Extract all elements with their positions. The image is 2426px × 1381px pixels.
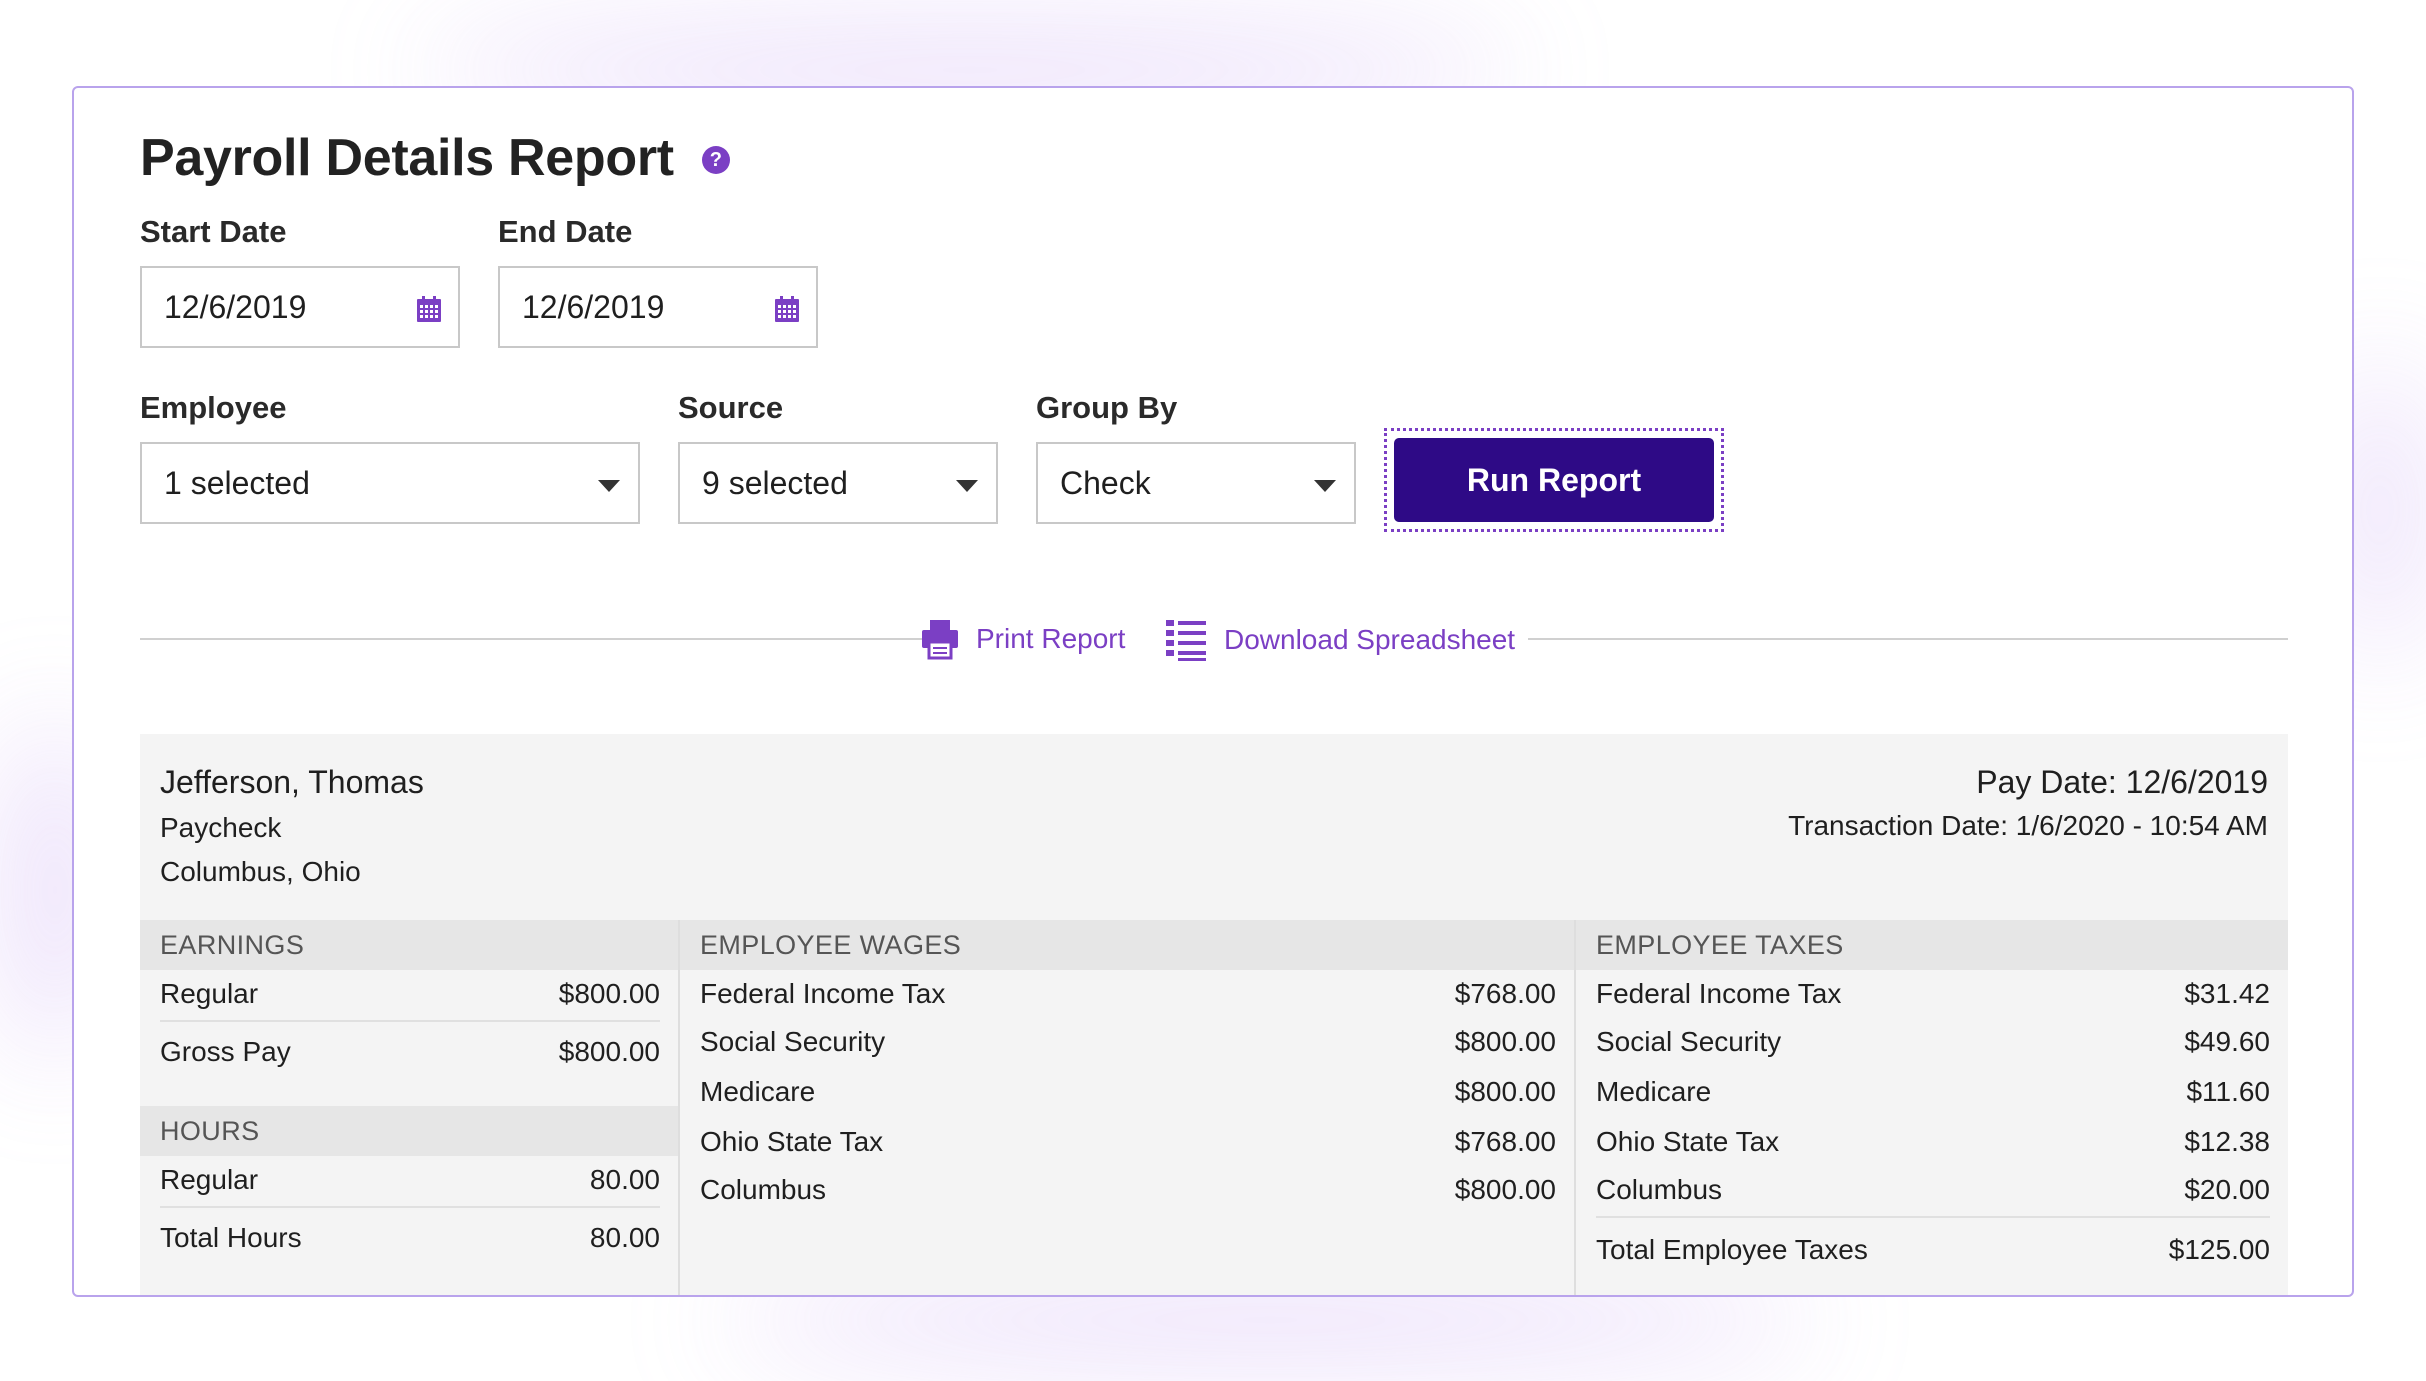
table-row: Gross Pay $800.00 (160, 1036, 660, 1068)
print-report-label: Print Report (976, 623, 1126, 654)
page-title: Payroll Details Report (140, 129, 674, 187)
table-row: Federal Income Tax $31.42 (1596, 978, 2270, 1010)
row-value: $800.00 (558, 1036, 660, 1067)
row-divider (160, 1206, 660, 1208)
row-label: Medicare (700, 1076, 816, 1107)
calendar-icon[interactable] (772, 294, 802, 324)
row-value: $800.00 (1454, 1076, 1556, 1107)
row-value: $12.38 (2184, 1126, 2270, 1157)
employee-select[interactable]: 1 selected (140, 442, 640, 524)
table-row: Regular 80.00 (160, 1164, 660, 1196)
help-icon[interactable]: ? (701, 146, 730, 174)
pay-date: Pay Date: 12/6/2019 (1976, 764, 2268, 800)
start-date-value: 12/6/2019 (164, 288, 307, 325)
row-value: $49.60 (2184, 1026, 2270, 1057)
row-value: 80.00 (589, 1222, 660, 1253)
table-row: Columbus $800.00 (700, 1174, 1556, 1206)
row-label: Ohio State Tax (1596, 1126, 1780, 1157)
end-date-value: 12/6/2019 (522, 288, 665, 325)
source-select-value: 9 selected (702, 464, 848, 501)
total-label: Total Employee Taxes (1596, 1234, 1868, 1265)
row-label: Columbus (700, 1174, 827, 1205)
table-row: Total Hours 80.00 (160, 1222, 660, 1254)
wages-column: EMPLOYEE WAGES Federal Income Tax $768.0… (678, 920, 1574, 1295)
transaction-date: Transaction Date: 1/6/2020 - 10:54 AM (1788, 810, 2268, 841)
row-value: $800.00 (558, 978, 660, 1009)
table-row: Social Security $49.60 (1596, 1026, 2270, 1058)
start-date-label: Start Date (140, 214, 287, 249)
row-label: Total Hours (160, 1222, 302, 1253)
calendar-icon[interactable] (414, 294, 444, 324)
employee-label: Employee (140, 390, 287, 425)
taxes-heading: EMPLOYEE TAXES (1576, 920, 2288, 970)
table-row: Medicare $11.60 (1596, 1076, 2270, 1108)
row-label: Federal Income Tax (1596, 978, 1842, 1009)
earnings-column: EARNINGS Regular $800.00 Gross Pay $800.… (140, 920, 678, 1295)
total-value: $125.00 (2168, 1234, 2270, 1265)
row-value: $800.00 (1454, 1174, 1556, 1205)
title-row: Payroll Details Report ? (140, 128, 730, 188)
table-row: Regular $800.00 (160, 978, 660, 1010)
table-row: Ohio State Tax $768.00 (700, 1126, 1556, 1158)
row-label: Ohio State Tax (700, 1126, 884, 1157)
download-spreadsheet-label: Download Spreadsheet (1224, 624, 1516, 655)
taxes-column: EMPLOYEE TAXES Federal Income Tax $31.42… (1574, 920, 2288, 1295)
download-spreadsheet-link[interactable]: Download Spreadsheet (1164, 618, 1515, 662)
spreadsheet-icon (1166, 620, 1206, 661)
row-value: $800.00 (1454, 1026, 1556, 1057)
table-row: Columbus $20.00 (1596, 1174, 2270, 1206)
row-divider (1596, 1216, 2270, 1218)
row-label: Columbus (1596, 1174, 1723, 1205)
check-type: Paycheck (160, 812, 282, 843)
row-value: 80.00 (589, 1164, 660, 1195)
group-by-select[interactable]: Check (1036, 442, 1356, 524)
row-label: Social Security (700, 1026, 886, 1057)
employee-select-value: 1 selected (164, 464, 310, 501)
print-report-link[interactable]: Print Report (920, 618, 1125, 660)
employee-location: Columbus, Ohio (160, 856, 361, 887)
row-label: Gross Pay (160, 1036, 291, 1067)
table-row: Ohio State Tax $12.38 (1596, 1126, 2270, 1158)
table-row: Social Security $800.00 (700, 1026, 1556, 1058)
divider-right (1528, 638, 2288, 640)
row-value: $31.42 (2184, 978, 2270, 1009)
row-value: $11.60 (2186, 1076, 2270, 1107)
row-value: $20.00 (2184, 1174, 2270, 1205)
source-label: Source (678, 390, 784, 425)
chevron-down-icon (956, 480, 978, 492)
row-label: Regular (160, 1164, 259, 1195)
earnings-heading: EARNINGS (140, 920, 678, 970)
row-label: Federal Income Tax (700, 978, 946, 1009)
wages-heading: EMPLOYEE WAGES (680, 920, 1574, 970)
source-select[interactable]: 9 selected (678, 442, 998, 524)
chevron-down-icon (1314, 480, 1336, 492)
start-date-input[interactable]: 12/6/2019 (140, 266, 460, 348)
group-by-label: Group By (1036, 390, 1178, 425)
row-label: Social Security (1596, 1026, 1782, 1057)
payroll-report-card: Payroll Details Report ? Start Date 12/6… (72, 86, 2354, 1297)
report-panel: Jefferson, Thomas Paycheck Columbus, Ohi… (140, 734, 2288, 1295)
end-date-input[interactable]: 12/6/2019 (498, 266, 818, 348)
table-row: Medicare $800.00 (700, 1076, 1556, 1108)
printer-icon (922, 620, 958, 660)
chevron-down-icon (598, 480, 620, 492)
run-report-button[interactable]: Run Report (1394, 438, 1714, 522)
employee-name: Jefferson, Thomas (160, 764, 424, 800)
total-row: Total Employee Taxes $125.00 (1596, 1234, 2270, 1266)
end-date-label: End Date (498, 214, 633, 249)
divider-left (140, 638, 926, 640)
row-label: Regular (160, 978, 259, 1009)
row-value: $768.00 (1454, 978, 1556, 1009)
row-label: Medicare (1596, 1076, 1712, 1107)
hours-heading: HOURS (140, 1106, 678, 1156)
row-divider (160, 1020, 660, 1022)
group-by-select-value: Check (1060, 464, 1151, 501)
table-row: Federal Income Tax $768.00 (700, 978, 1556, 1010)
run-report-focus-ring (1384, 428, 1724, 532)
row-value: $768.00 (1454, 1126, 1556, 1157)
